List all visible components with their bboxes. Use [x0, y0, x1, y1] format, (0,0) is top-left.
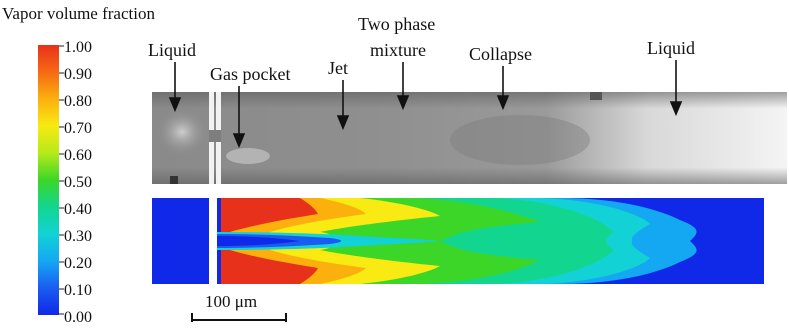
colorbar-tick-label: 0.70 — [64, 120, 92, 137]
colorbar-title: Vapor volume fraction — [2, 4, 155, 23]
colorbar-tick-label: 0.30 — [64, 228, 92, 245]
colorbar-tick-label: 0.80 — [64, 93, 92, 110]
label-liquid-right: Liquid — [647, 38, 695, 58]
scale-bar-label: 100 μm — [205, 292, 258, 311]
label-collapse: Collapse — [469, 44, 532, 64]
colorbar-tick-label: 0.00 — [64, 309, 92, 326]
colorbar-tick-label: 1.00 — [64, 39, 92, 56]
scale-bar — [191, 313, 287, 322]
label-gas-pocket: Gas pocket — [210, 64, 291, 84]
colorbar-tick-label: 0.50 — [64, 174, 92, 191]
label-jet: Jet — [328, 58, 348, 78]
colorbar-tick-label: 0.90 — [64, 66, 92, 83]
label-mixture: mixture — [370, 40, 426, 60]
annotation-arrows — [168, 60, 683, 149]
colorbar — [38, 45, 59, 315]
colorbar-tick-label: 0.10 — [64, 282, 92, 299]
label-two-phase: Two phase — [358, 14, 436, 34]
label-liquid-left: Liquid — [148, 40, 196, 60]
experimental-photo — [152, 92, 787, 184]
simulation-contour — [152, 198, 764, 284]
colorbar-ticks — [59, 45, 64, 315]
colorbar-tick-label: 0.40 — [64, 201, 92, 218]
colorbar-tick-label: 0.60 — [64, 147, 92, 164]
colorbar-tick-label: 0.20 — [64, 255, 92, 272]
